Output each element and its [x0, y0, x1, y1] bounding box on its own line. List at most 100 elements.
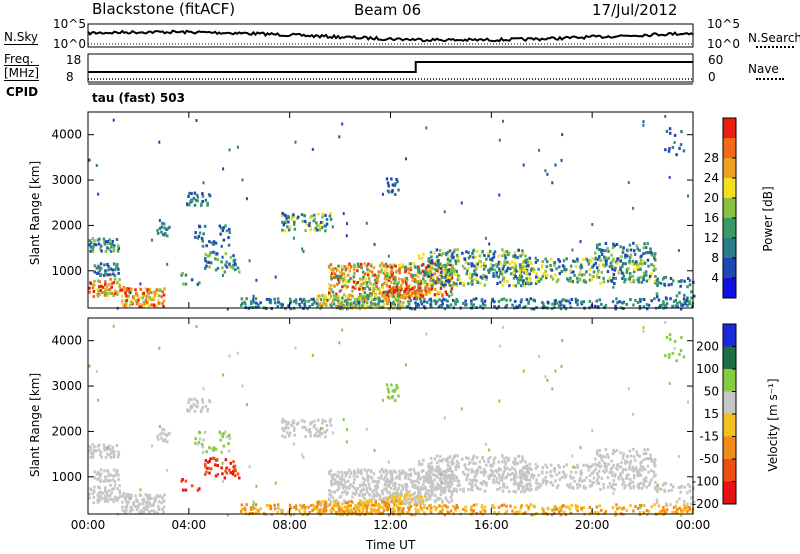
velocity-echo-cell	[150, 497, 153, 501]
power-noise-cell	[301, 247, 304, 251]
power-noise-cell	[561, 133, 564, 137]
velocity-echo-cell	[127, 500, 130, 504]
power-echo-cell	[632, 270, 636, 274]
velocity-echo-cell	[156, 434, 159, 438]
power-echo-cell	[310, 214, 313, 218]
velocity-echo-cell	[510, 466, 514, 470]
power-echo-cell	[452, 281, 456, 285]
power-echo-cell	[527, 276, 530, 280]
power-echo-cell	[106, 246, 109, 250]
power-echo-cell	[166, 227, 170, 230]
power-echo-cell	[466, 269, 469, 273]
velocity-echo-cell	[597, 511, 600, 515]
velocity-echo-cell	[289, 513, 292, 517]
velocity-echo-cell	[283, 419, 286, 423]
velocity-echo-cell	[632, 447, 635, 451]
power-echo-cell	[309, 216, 312, 220]
velocity-echo-cell	[359, 468, 363, 472]
velocity-echo-cell	[654, 473, 657, 477]
power-echo-cell	[362, 302, 365, 306]
velocity-echo-cell	[423, 475, 427, 479]
power-echo-cell	[358, 301, 361, 304]
power-echo-cell	[523, 271, 526, 275]
power-echo-cell	[407, 267, 410, 271]
nsearch-label: N.Search	[748, 31, 800, 45]
power-echo-cell	[458, 277, 461, 281]
velocity-echo-cell	[337, 486, 341, 490]
power-echo-cell	[126, 286, 129, 290]
power-echo-cell	[338, 271, 342, 275]
power-echo-cell	[487, 254, 490, 258]
velocity-echo-cell	[414, 498, 417, 501]
velocity-echo-cell	[450, 482, 454, 486]
velocity-echo-cell	[456, 506, 459, 509]
power-echo-cell	[633, 249, 636, 253]
power-echo-cell	[484, 264, 487, 268]
velocity-echo-cell	[638, 471, 641, 475]
power-echo-cell	[362, 296, 365, 300]
power-echo-cell	[352, 305, 355, 309]
velocity-echo-cell	[504, 511, 507, 515]
velocity-echo-cell	[315, 427, 318, 431]
velocity-echo-cell	[89, 447, 93, 450]
velocity-echo-cell	[127, 496, 131, 500]
power-echo-cell	[387, 289, 391, 293]
velocity-echo-cell	[225, 435, 229, 439]
power-echo-cell	[487, 268, 490, 272]
velocity-echo-cell	[580, 479, 584, 483]
velocity-echo-cell	[390, 383, 393, 387]
power-noise-cell	[302, 250, 305, 253]
velocity-echo-cell	[438, 459, 441, 463]
velocity-echo-cell	[276, 510, 279, 514]
power-echo-cell	[451, 264, 454, 268]
power-echo-cell	[678, 291, 681, 295]
velocity-echo-cell	[544, 475, 547, 479]
velocity-echo-cell	[372, 494, 375, 498]
power-noise-cell	[502, 119, 504, 123]
velocity-echo-cell	[365, 505, 369, 509]
velocity-echo-cell	[381, 489, 384, 493]
power-echo-cell	[455, 283, 459, 287]
velocity-echo-cell	[356, 475, 359, 479]
power-echo-cell	[102, 273, 106, 277]
velocity-echo-cell	[281, 509, 284, 513]
velocity-echo-cell	[269, 504, 272, 508]
power-echo-cell	[608, 276, 612, 280]
xtick-label: 00:00	[71, 518, 106, 532]
power-echo-cell	[121, 303, 125, 306]
velocity-echo-cell	[511, 509, 514, 513]
power-echo-cell	[168, 225, 171, 229]
power-echo-cell	[614, 266, 617, 270]
power-echo-cell	[578, 277, 582, 281]
power-echo-cell	[475, 297, 478, 301]
velocity-echo-cell	[439, 493, 443, 496]
velocity-echo-cell	[307, 429, 311, 433]
power-echo-cell	[443, 307, 447, 311]
power-echo-cell	[366, 268, 369, 272]
velocity-echo-cell	[469, 487, 473, 491]
power-echo-cell	[543, 273, 547, 277]
power-echo-cell	[127, 287, 131, 291]
velocity-echo-cell	[600, 458, 604, 462]
velocity-echo-cell	[396, 488, 399, 492]
power-echo-cell	[379, 264, 382, 268]
power-noise-cell	[222, 167, 225, 171]
velocity-echo-cell	[520, 481, 524, 485]
velocity-echo-cell	[447, 500, 451, 504]
power-noise-cell	[365, 221, 368, 225]
velocity-echo-cell	[514, 490, 518, 494]
power-echo-cell	[344, 274, 347, 278]
velocity-colorbar-tick-label: 100	[696, 362, 719, 376]
power-echo-cell	[318, 228, 321, 232]
power-echo-cell	[405, 276, 409, 280]
velocity-echo-cell	[419, 506, 423, 510]
velocity-echo-cell	[303, 420, 306, 424]
power-echo-cell	[330, 272, 334, 275]
power-echo-cell	[629, 280, 632, 284]
velocity-echo-cell	[375, 480, 378, 484]
velocity-echo-cell	[588, 484, 592, 488]
velocity-echo-cell	[569, 470, 573, 474]
power-echo-cell	[585, 257, 588, 261]
power-echo-cell	[441, 265, 444, 268]
velocity-echo-cell	[430, 479, 434, 483]
